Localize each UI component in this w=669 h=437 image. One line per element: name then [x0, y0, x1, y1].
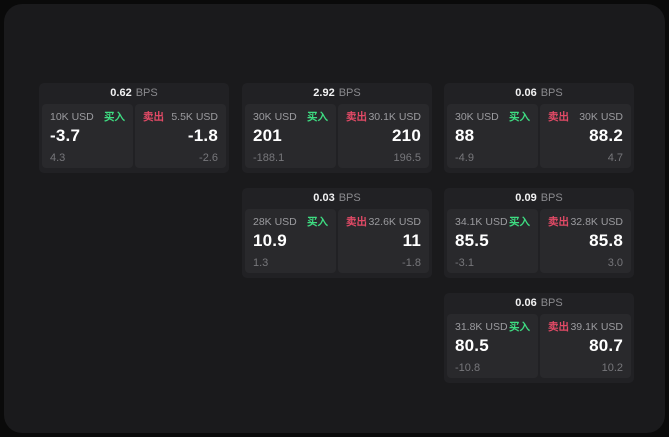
sell-delta: -1.8 — [402, 257, 421, 269]
buy-panel[interactable]: 30K USD 买入 201 -188.1 — [245, 104, 336, 168]
quote-card: 0.09 BPS 34.1K USD 买入 85.5 -3.1 卖出 32.8K… — [444, 188, 634, 278]
sell-panel[interactable]: 卖出 32.8K USD 85.8 3.0 — [540, 209, 631, 273]
buy-amount: 30K USD — [455, 111, 499, 123]
sell-amount: 32.8K USD — [570, 216, 623, 228]
sell-panel[interactable]: 卖出 30K USD 88.2 4.7 — [540, 104, 631, 168]
buy-delta: -188.1 — [253, 152, 285, 164]
buy-amount: 28K USD — [253, 216, 297, 228]
spread-value: 0.06 — [515, 87, 537, 99]
buy-price: 201 — [253, 126, 282, 145]
sell-button[interactable]: 卖出 — [143, 111, 164, 123]
spread-unit: BPS — [338, 192, 361, 204]
buy-button[interactable]: 买入 — [509, 216, 530, 228]
buy-button[interactable]: 买入 — [307, 216, 328, 228]
buy-button[interactable]: 买入 — [307, 111, 328, 123]
quote-panels: 34.1K USD 买入 85.5 -3.1 卖出 32.8K USD 85.8… — [444, 209, 634, 273]
buy-price: 10.9 — [253, 231, 287, 250]
spread-unit: BPS — [135, 87, 158, 99]
buy-price: -3.7 — [50, 126, 81, 145]
buy-amount: 34.1K USD — [455, 216, 508, 228]
quote-panels: 31.8K USD 买入 80.5 -10.8 卖出 39.1K USD 80.… — [444, 314, 634, 378]
quote-card: 0.62 BPS 10K USD 买入 -3.7 4.3 卖出 5.5K USD… — [39, 83, 229, 173]
sell-amount: 30K USD — [579, 111, 623, 123]
buy-panel[interactable]: 10K USD 买入 -3.7 4.3 — [42, 104, 133, 168]
spread-value: 0.03 — [313, 192, 335, 204]
quote-card: 0.03 BPS 28K USD 买入 10.9 1.3 卖出 32.6K US… — [242, 188, 432, 278]
sell-delta: -2.6 — [199, 152, 218, 164]
sell-button[interactable]: 卖出 — [548, 111, 569, 123]
spread-value: 0.62 — [110, 87, 132, 99]
quote-panels: 30K USD 买入 201 -188.1 卖出 30.1K USD 210 1… — [242, 104, 432, 168]
spread-header: 0.09 BPS — [444, 188, 634, 209]
buy-delta: -3.1 — [455, 257, 474, 269]
spread-value: 2.92 — [313, 87, 335, 99]
buy-panel[interactable]: 34.1K USD 买入 85.5 -3.1 — [447, 209, 538, 273]
buy-delta: 1.3 — [253, 257, 269, 269]
buy-panel[interactable]: 28K USD 买入 10.9 1.3 — [245, 209, 336, 273]
spread-value: 0.06 — [515, 297, 537, 309]
buy-price: 85.5 — [455, 231, 489, 250]
sell-panel[interactable]: 卖出 39.1K USD 80.7 10.2 — [540, 314, 631, 378]
quote-panels: 10K USD 买入 -3.7 4.3 卖出 5.5K USD -1.8 -2.… — [39, 104, 229, 168]
buy-panel[interactable]: 31.8K USD 买入 80.5 -10.8 — [447, 314, 538, 378]
spread-header: 0.62 BPS — [39, 83, 229, 104]
quote-card: 2.92 BPS 30K USD 买入 201 -188.1 卖出 30.1K … — [242, 83, 432, 173]
spread-unit: BPS — [338, 87, 361, 99]
spread-unit: BPS — [540, 87, 563, 99]
spread-value: 0.09 — [515, 192, 537, 204]
sell-delta: 4.7 — [607, 152, 623, 164]
quote-panels: 28K USD 买入 10.9 1.3 卖出 32.6K USD 11 -1.8 — [242, 209, 432, 273]
sell-button[interactable]: 卖出 — [548, 216, 569, 228]
quote-card: 0.06 BPS 31.8K USD 买入 80.5 -10.8 卖出 39.1… — [444, 293, 634, 383]
quote-card: 0.06 BPS 30K USD 买入 88 -4.9 卖出 30K USD 8… — [444, 83, 634, 173]
buy-amount: 31.8K USD — [455, 321, 508, 333]
sell-button[interactable]: 卖出 — [346, 111, 367, 123]
buy-delta: -4.9 — [455, 152, 474, 164]
sell-price: 85.8 — [589, 231, 623, 250]
sell-delta: 3.0 — [607, 257, 623, 269]
buy-button[interactable]: 买入 — [104, 111, 125, 123]
buy-panel[interactable]: 30K USD 买入 88 -4.9 — [447, 104, 538, 168]
sell-price: -1.8 — [187, 126, 218, 145]
spread-header: 0.06 BPS — [444, 293, 634, 314]
spread-unit: BPS — [540, 297, 563, 309]
sell-amount: 32.6K USD — [368, 216, 421, 228]
sell-amount: 39.1K USD — [570, 321, 623, 333]
sell-price: 88.2 — [589, 126, 623, 145]
sell-amount: 30.1K USD — [368, 111, 421, 123]
quote-panels: 30K USD 买入 88 -4.9 卖出 30K USD 88.2 4.7 — [444, 104, 634, 168]
sell-button[interactable]: 卖出 — [548, 321, 569, 333]
sell-button[interactable]: 卖出 — [346, 216, 367, 228]
spread-unit: BPS — [540, 192, 563, 204]
spread-header: 0.03 BPS — [242, 188, 432, 209]
sell-amount: 5.5K USD — [171, 111, 218, 123]
buy-price: 80.5 — [455, 336, 489, 355]
buy-delta: 4.3 — [50, 152, 66, 164]
buy-delta: -10.8 — [455, 362, 481, 374]
buy-button[interactable]: 买入 — [509, 321, 530, 333]
sell-price: 80.7 — [589, 336, 623, 355]
sell-panel[interactable]: 卖出 5.5K USD -1.8 -2.6 — [135, 104, 226, 168]
sell-delta: 196.5 — [393, 152, 421, 164]
buy-price: 88 — [455, 126, 475, 145]
sell-panel[interactable]: 卖出 32.6K USD 11 -1.8 — [338, 209, 429, 273]
sell-panel[interactable]: 卖出 30.1K USD 210 196.5 — [338, 104, 429, 168]
trading-window: 0.62 BPS 10K USD 买入 -3.7 4.3 卖出 5.5K USD… — [4, 4, 665, 433]
buy-amount: 10K USD — [50, 111, 94, 123]
buy-button[interactable]: 买入 — [509, 111, 530, 123]
spread-header: 2.92 BPS — [242, 83, 432, 104]
spread-header: 0.06 BPS — [444, 83, 634, 104]
sell-price: 210 — [392, 126, 421, 145]
sell-delta: 10.2 — [601, 362, 623, 374]
sell-price: 11 — [402, 231, 421, 250]
buy-amount: 30K USD — [253, 111, 297, 123]
